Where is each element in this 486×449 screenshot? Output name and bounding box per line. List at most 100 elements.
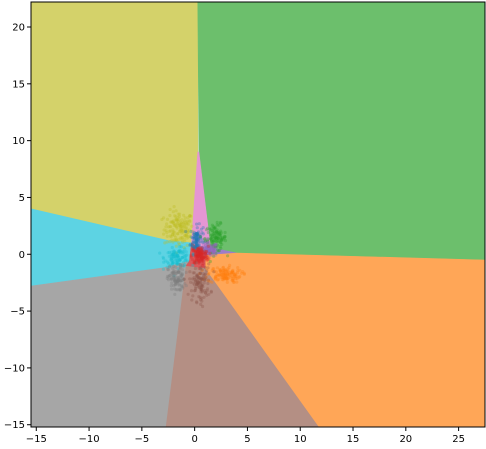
scatter-point — [194, 241, 198, 245]
scatter-point — [179, 224, 183, 228]
scatter-point — [192, 232, 196, 236]
y-axis: −15 −10 −5 0 5 10 15 20 — [4, 23, 31, 431]
scatter-point — [192, 275, 196, 280]
scatter-point — [196, 257, 200, 261]
scatter-point — [203, 273, 207, 277]
scatter-point — [195, 222, 199, 226]
scatter-point — [178, 258, 182, 262]
scatter-point — [191, 258, 195, 262]
scatter-point — [175, 225, 179, 229]
scatter-point — [207, 262, 211, 266]
scatter-point — [192, 240, 196, 244]
scatter-point — [226, 270, 230, 274]
scatter-point — [214, 253, 218, 257]
scatter-point — [178, 263, 182, 267]
scatter-point — [184, 230, 188, 234]
scatter-point — [231, 280, 235, 284]
scatter-point — [179, 228, 183, 232]
scatter-point — [200, 254, 205, 258]
scatter-point — [185, 220, 189, 224]
scatter-point — [198, 259, 202, 263]
scatter-point — [177, 214, 181, 219]
scatter-point — [190, 298, 194, 302]
scatter-point — [230, 271, 234, 275]
scatter-point — [194, 282, 199, 286]
scatter-point — [235, 280, 239, 284]
scatter-point — [199, 302, 203, 306]
scatter-point — [196, 238, 200, 242]
scatter-point — [198, 251, 202, 255]
scatter-point — [178, 268, 182, 272]
scatter-point — [184, 258, 188, 262]
scatter-point — [206, 231, 210, 235]
scatter-point — [168, 234, 172, 238]
cluster-4 — [158, 245, 200, 278]
scatter-point — [219, 240, 223, 244]
scatter-point — [200, 268, 204, 272]
scatter-point — [231, 278, 235, 282]
scatter-point — [171, 255, 175, 259]
scatter-point — [207, 251, 211, 255]
scatter-point — [196, 246, 200, 251]
scatter-point — [216, 236, 220, 240]
decision-region-5 — [31, 260, 191, 427]
scatter-point — [215, 248, 219, 252]
scatter-point — [198, 252, 202, 256]
scatter-point — [188, 234, 192, 238]
scatter-point — [172, 278, 176, 282]
scatter-point — [170, 253, 174, 257]
scatter-point — [200, 246, 204, 250]
scatter-point — [233, 274, 237, 278]
scatter-point — [198, 271, 202, 275]
scatter-point — [214, 229, 219, 233]
scatter-point — [181, 268, 185, 272]
scatter-point — [200, 251, 204, 255]
scatter-point — [207, 244, 212, 248]
scatter-point — [185, 232, 189, 237]
scatter-point — [185, 228, 190, 232]
scatter-point — [178, 258, 182, 262]
scatter-point — [200, 277, 204, 281]
scatter-point — [197, 285, 201, 289]
scatter-point — [194, 255, 198, 259]
scatter-point — [203, 237, 207, 241]
scatter-point — [203, 265, 207, 270]
scatter-point — [196, 255, 200, 259]
scatter-point — [181, 263, 185, 268]
scatter-point — [188, 219, 192, 224]
scatter-point — [169, 225, 173, 229]
scatter-point — [226, 276, 230, 280]
scatter-point — [213, 236, 217, 241]
scatter-point — [198, 235, 203, 239]
x-tick-label: 5 — [244, 434, 250, 445]
scatter-point — [220, 274, 224, 278]
scatter-point — [173, 280, 177, 284]
scatter-point — [212, 249, 216, 253]
scatter-point — [172, 249, 176, 253]
scatter-point — [197, 254, 201, 258]
scatter-point — [232, 280, 236, 284]
scatter-point — [192, 237, 196, 241]
scatter-point — [194, 232, 199, 236]
scatter-point — [184, 250, 188, 254]
scatter-point — [169, 235, 173, 239]
scatter-point — [198, 271, 203, 275]
scatter-point — [208, 253, 212, 257]
scatter-point — [209, 227, 213, 231]
scatter-point — [179, 220, 183, 224]
scatter-point — [202, 240, 206, 244]
scatter-point — [204, 275, 208, 279]
scatter-point — [198, 295, 202, 299]
scatter-point — [200, 283, 204, 287]
scatter-point — [175, 261, 179, 265]
scatter-point — [210, 235, 214, 239]
scatter-point — [182, 264, 186, 268]
cluster-0 — [160, 205, 197, 255]
scatter-point — [167, 254, 171, 258]
scatter-point — [218, 234, 222, 238]
scatter-point — [195, 255, 199, 260]
scatter-point — [217, 230, 221, 234]
scatter-point — [179, 223, 183, 227]
scatter-point — [200, 249, 204, 253]
scatter-point — [211, 251, 215, 255]
